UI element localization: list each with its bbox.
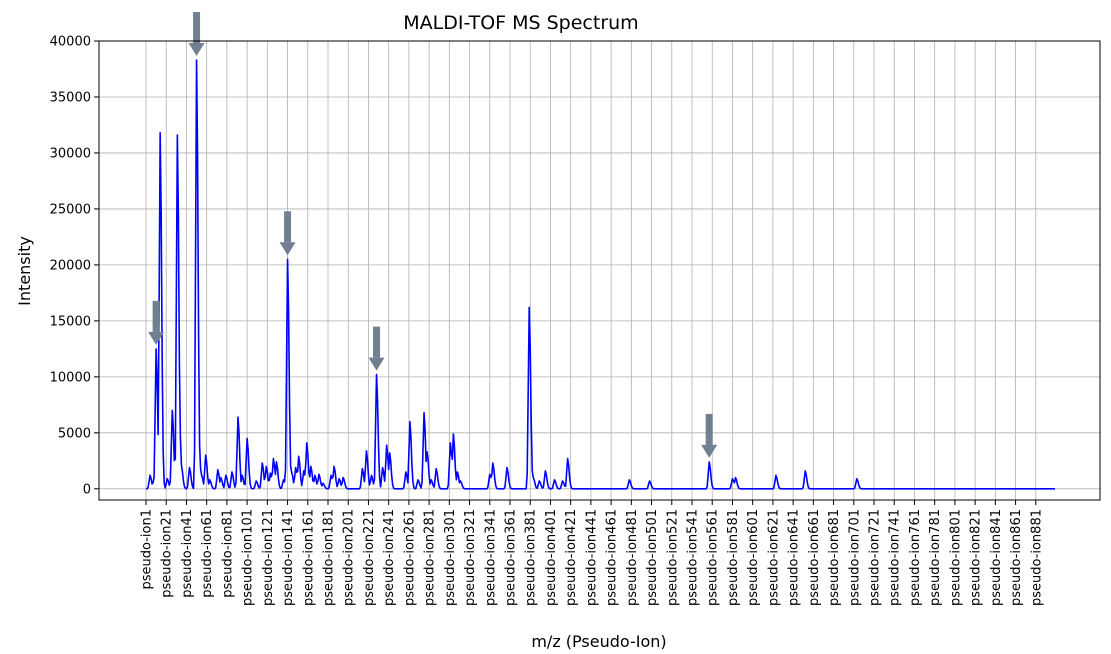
x-tick-label: pseudo-ion481 — [625, 509, 640, 606]
y-tick-label: 30000 — [50, 146, 91, 161]
x-tick-label: pseudo-ion421 — [564, 509, 579, 606]
chart-title: MALDI-TOF MS Spectrum — [403, 12, 638, 34]
spectrum-line — [146, 59, 1055, 490]
peak-arrow — [279, 211, 296, 256]
x-tick-label: pseudo-ion581 — [726, 509, 741, 606]
x-tick-label: pseudo-ion321 — [463, 509, 478, 606]
y-tick-label: 5000 — [58, 426, 91, 441]
y-tick-label: 35000 — [50, 90, 91, 105]
x-tick-label: pseudo-ion241 — [382, 509, 397, 606]
y-tick-label: 10000 — [50, 370, 91, 385]
x-axis-ticks: pseudo-ion1 pseudo-ion21 pseudo-ion41 pseud… — [140, 500, 1044, 606]
peak-arrow — [368, 326, 385, 371]
x-tick-label: pseudo-ion601 — [746, 509, 761, 606]
x-tick-label: pseudo-ion41 — [180, 509, 195, 598]
x-tick-label: pseudo-ion161 — [301, 509, 316, 606]
x-tick-label: pseudo-ion181 — [322, 509, 337, 606]
y-tick-label: 40000 — [50, 35, 91, 50]
x-tick-label: pseudo-ion621 — [766, 509, 781, 606]
x-tick-label: pseudo-ion781 — [928, 509, 943, 606]
x-tick-label: pseudo-ion81 — [220, 509, 235, 598]
grid — [99, 40, 1100, 500]
y-tick-label: 25000 — [50, 202, 91, 217]
data-line-layer — [146, 59, 1055, 490]
y-tick-label: 15000 — [50, 314, 91, 329]
x-tick-label: pseudo-ion301 — [443, 509, 458, 606]
y-tick-label: 0 — [83, 482, 91, 497]
plot-frame — [98, 40, 1101, 501]
x-tick-label: pseudo-ion881 — [1029, 509, 1044, 606]
x-tick-label: pseudo-ion61 — [200, 509, 215, 598]
x-tick-label: pseudo-ion801 — [948, 509, 963, 606]
y-axis-label: Intensity — [15, 236, 34, 306]
x-tick-label: pseudo-ion221 — [362, 509, 377, 606]
x-tick-label: pseudo-ion361 — [504, 509, 519, 606]
x-tick-label: pseudo-ion1 — [140, 509, 155, 589]
x-tick-label: pseudo-ion201 — [342, 509, 357, 606]
x-tick-label: pseudo-ion861 — [1009, 509, 1024, 606]
x-tick-label: pseudo-ion541 — [686, 509, 701, 606]
x-tick-label: pseudo-ion441 — [584, 509, 599, 606]
x-tick-label: pseudo-ion141 — [281, 509, 296, 606]
x-tick-label: pseudo-ion561 — [706, 509, 721, 606]
x-tick-label: pseudo-ion401 — [544, 509, 559, 606]
x-tick-label: pseudo-ion381 — [524, 509, 539, 606]
x-tick-label: pseudo-ion741 — [888, 509, 903, 606]
x-tick-label: pseudo-ion701 — [847, 509, 862, 606]
x-tick-label: pseudo-ion661 — [807, 509, 822, 606]
peak-arrow — [701, 413, 718, 458]
x-tick-label: pseudo-ion101 — [241, 509, 256, 606]
x-tick-label: pseudo-ion461 — [605, 509, 620, 606]
annotation-arrows — [148, 12, 718, 458]
x-tick-label: pseudo-ion121 — [261, 509, 276, 606]
x-axis-label: m/z (Pseudo-Ion) — [531, 632, 666, 651]
y-axis-ticks: 0 5000 10000 15000 20000 25000 30000 35000 40000 — [50, 35, 99, 497]
x-tick-label: pseudo-ion521 — [665, 509, 680, 606]
x-tick-label: pseudo-ion761 — [908, 509, 923, 606]
peak-arrow — [188, 12, 205, 57]
x-tick-label: pseudo-ion261 — [402, 509, 417, 606]
x-tick-label: pseudo-ion641 — [787, 509, 802, 606]
x-tick-label: pseudo-ion721 — [868, 509, 883, 606]
x-tick-label: pseudo-ion841 — [989, 509, 1004, 606]
peak-arrow — [148, 300, 165, 345]
x-tick-label: pseudo-ion681 — [827, 509, 842, 606]
x-tick-label: pseudo-ion341 — [483, 509, 498, 606]
x-tick-label: pseudo-ion21 — [160, 509, 175, 598]
x-tick-label: pseudo-ion821 — [969, 509, 984, 606]
x-tick-label: pseudo-ion501 — [645, 509, 660, 606]
y-tick-label: 20000 — [50, 258, 91, 273]
x-tick-label: pseudo-ion281 — [423, 509, 438, 606]
